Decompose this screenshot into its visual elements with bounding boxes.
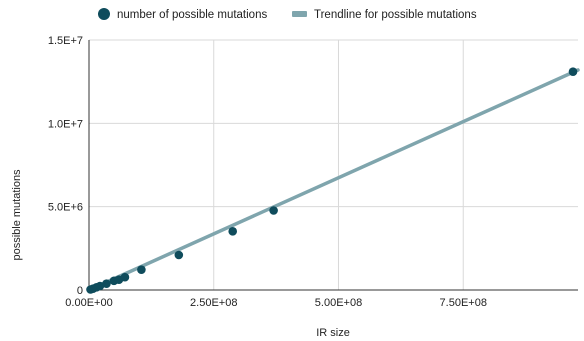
grid-lines — [89, 39, 578, 290]
trendline — [87, 68, 580, 292]
y-axis-title: possible mutations — [11, 169, 23, 261]
tick-labels: 0 5.0E+6 1.0E+7 1.5E+7 0.00E+00 2.50E+08 5.00E… — [48, 35, 487, 309]
x-tick-label-1: 2.50E+08 — [190, 297, 237, 309]
y-tick-label-0: 0 — [77, 285, 83, 297]
legend-label-trendline: Trendline for possible mutations — [314, 9, 477, 21]
x-tick-label-2: 5.00E+08 — [315, 297, 362, 309]
series-layer — [86, 67, 580, 294]
data-point-10 — [228, 227, 238, 236]
data-point-8 — [137, 265, 146, 274]
legend-marker-points — [98, 8, 110, 20]
x-tick-label-0: 0.00E+00 — [65, 297, 112, 309]
y-tick-label-2: 1.0E+7 — [48, 118, 83, 130]
x-tick-label-3: 7.50E+08 — [440, 297, 487, 309]
axes — [88, 40, 578, 291]
data-point-9 — [174, 250, 184, 260]
data-point-12 — [568, 67, 578, 76]
data-point-3 — [95, 281, 105, 291]
legend-label-points: number of possible mutations — [117, 9, 267, 21]
data-point-7 — [120, 272, 130, 282]
y-tick-label-3: 1.5E+7 — [48, 35, 83, 47]
legend-marker-trendline — [292, 11, 307, 17]
data-point-4 — [102, 279, 111, 288]
y-tick-label-1: 5.0E+6 — [48, 202, 83, 214]
x-axis-title: IR size — [316, 327, 350, 339]
legend: number of possible mutations Trendline fo… — [98, 8, 477, 21]
data-point-11 — [269, 206, 278, 215]
